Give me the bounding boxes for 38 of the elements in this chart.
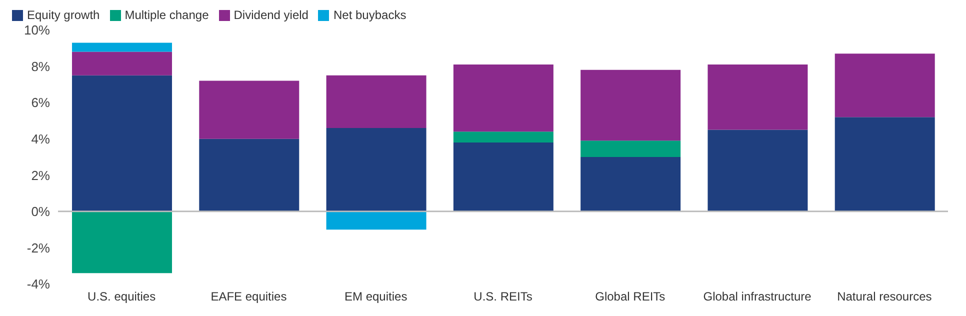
bar — [326, 75, 426, 128]
x-tick-label: U.S. REITs — [474, 290, 532, 304]
y-tick-label: 4% — [31, 131, 50, 146]
bar — [72, 75, 172, 212]
x-tick-label: Global infrastructure — [703, 290, 812, 304]
y-tick-label: -4% — [26, 276, 50, 292]
bar — [708, 64, 808, 130]
bar — [580, 157, 681, 212]
legend-label: Dividend yield — [234, 8, 308, 22]
y-tick-label: -2% — [26, 240, 50, 256]
bar — [72, 211, 172, 274]
y-tick-label: 8% — [31, 58, 50, 74]
y-tick-label: 2% — [31, 168, 50, 183]
x-tick-label: EM equities — [344, 290, 408, 304]
y-tick-label: 0% — [31, 204, 50, 220]
legend-label: Net buybacks — [333, 8, 406, 22]
bar — [708, 130, 808, 212]
legend-label: Multiple change — [124, 8, 209, 22]
y-tick-label: 6% — [31, 95, 50, 110]
bar — [453, 64, 554, 132]
bar — [453, 142, 554, 212]
x-tick-label: EAFE equities — [210, 290, 287, 304]
bar — [326, 128, 426, 212]
bar — [72, 42, 172, 52]
x-tick-label: U.S. equities — [88, 290, 156, 304]
x-tick-label: Global REITs — [595, 290, 666, 304]
bar — [580, 140, 681, 157]
x-tick-label: Natural resources — [837, 290, 932, 304]
bar — [199, 138, 300, 212]
bar — [834, 117, 935, 212]
bar — [580, 70, 681, 141]
bar — [834, 54, 935, 118]
legend-label: Equity growth — [27, 8, 100, 22]
bar — [72, 52, 172, 76]
y-tick-label: 10% — [24, 22, 50, 38]
bar — [199, 80, 300, 139]
bar — [453, 132, 554, 142]
bar — [326, 211, 426, 230]
